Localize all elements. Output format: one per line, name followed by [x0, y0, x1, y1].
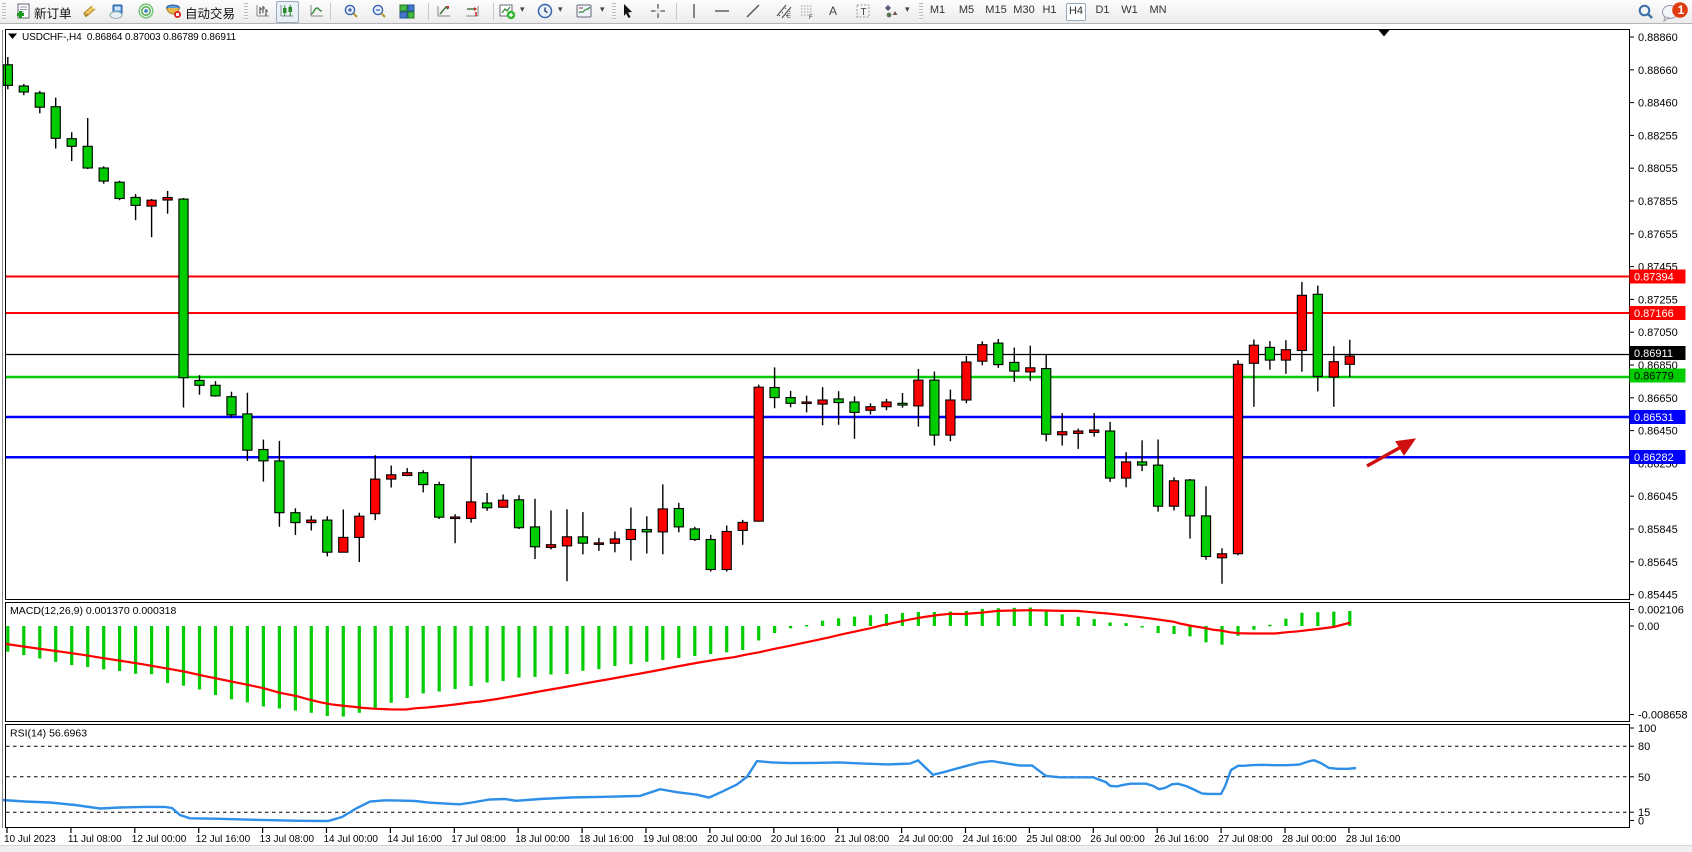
- svg-text:0.88460: 0.88460: [1638, 98, 1678, 110]
- svg-text:0.86911: 0.86911: [1634, 348, 1673, 360]
- svg-text:MACD(12,26,9) 0.001370 0.00031: MACD(12,26,9) 0.001370 0.000318: [10, 605, 177, 617]
- svg-text:18 Jul 00:00: 18 Jul 00:00: [515, 834, 570, 845]
- svg-text:0.87166: 0.87166: [1634, 308, 1674, 320]
- svg-text:0.86045: 0.86045: [1638, 491, 1678, 503]
- svg-text:80: 80: [1638, 741, 1650, 753]
- svg-text:28 Jul 16:00: 28 Jul 16:00: [1346, 834, 1401, 845]
- svg-text:50: 50: [1638, 772, 1650, 784]
- svg-text:-0.008658: -0.008658: [1638, 710, 1688, 722]
- svg-text:0.87050: 0.87050: [1638, 327, 1678, 339]
- svg-text:0.87855: 0.87855: [1638, 196, 1678, 208]
- svg-text:T: T: [861, 7, 867, 18]
- svg-text:18 Jul 16:00: 18 Jul 16:00: [579, 834, 634, 845]
- svg-text:28 Jul 00:00: 28 Jul 00:00: [1282, 834, 1337, 845]
- svg-text:0.00: 0.00: [1638, 621, 1659, 633]
- svg-text:0.87655: 0.87655: [1638, 229, 1678, 241]
- svg-text:0.86450: 0.86450: [1638, 426, 1678, 438]
- svg-text:0.88660: 0.88660: [1638, 65, 1678, 77]
- svg-text:21 Jul 08:00: 21 Jul 08:00: [835, 834, 890, 845]
- svg-text:24 Jul 00:00: 24 Jul 00:00: [899, 834, 954, 845]
- svg-text:0.86650: 0.86650: [1638, 393, 1678, 405]
- svg-text:USDCHF-,H4 0.86864 0.87003 0.: USDCHF-,H4 0.86864 0.87003 0.86789 0.869…: [22, 32, 237, 43]
- svg-text:11 Jul 08:00: 11 Jul 08:00: [68, 834, 122, 845]
- svg-text:0.87255: 0.87255: [1638, 294, 1678, 306]
- svg-text:0.86282: 0.86282: [1634, 452, 1674, 464]
- svg-text:20 Jul 00:00: 20 Jul 00:00: [707, 834, 762, 845]
- svg-text:10 Jul 2023: 10 Jul 2023: [4, 834, 56, 845]
- svg-text:F: F: [809, 15, 813, 20]
- svg-text:0.88255: 0.88255: [1638, 130, 1678, 142]
- svg-text:25 Jul 08:00: 25 Jul 08:00: [1026, 834, 1081, 845]
- svg-text:12 Jul 00:00: 12 Jul 00:00: [132, 834, 187, 845]
- svg-text:17 Jul 08:00: 17 Jul 08:00: [451, 834, 506, 845]
- svg-text:0.88055: 0.88055: [1638, 163, 1678, 175]
- svg-text:26 Jul 16:00: 26 Jul 16:00: [1154, 834, 1209, 845]
- svg-text:0.85845: 0.85845: [1638, 524, 1678, 536]
- svg-text:1: 1: [1678, 3, 1685, 17]
- svg-text:RSI(14) 56.6963: RSI(14) 56.6963: [10, 728, 87, 740]
- svg-text:0.88860: 0.88860: [1638, 32, 1678, 44]
- svg-text:0.86779: 0.86779: [1634, 371, 1674, 383]
- svg-text:19 Jul 08:00: 19 Jul 08:00: [643, 834, 698, 845]
- svg-text:12 Jul 16:00: 12 Jul 16:00: [196, 834, 251, 845]
- svg-text:0.002106: 0.002106: [1638, 605, 1684, 617]
- svg-text:13 Jul 08:00: 13 Jul 08:00: [260, 834, 315, 845]
- svg-text:E: E: [787, 14, 791, 20]
- svg-text:26 Jul 00:00: 26 Jul 00:00: [1090, 834, 1145, 845]
- svg-text:0.86531: 0.86531: [1634, 412, 1674, 424]
- svg-text:0: 0: [1638, 816, 1644, 828]
- svg-text:0.85645: 0.85645: [1638, 557, 1678, 569]
- svg-text:14 Jul 16:00: 14 Jul 16:00: [387, 834, 442, 845]
- svg-text:15: 15: [1638, 807, 1650, 819]
- svg-text:27 Jul 08:00: 27 Jul 08:00: [1218, 834, 1273, 845]
- svg-text:0.85445: 0.85445: [1638, 590, 1678, 602]
- svg-text:100: 100: [1638, 723, 1656, 735]
- svg-text:0.87394: 0.87394: [1634, 272, 1674, 284]
- svg-text:20 Jul 16:00: 20 Jul 16:00: [771, 834, 826, 845]
- svg-text:24 Jul 16:00: 24 Jul 16:00: [963, 834, 1018, 845]
- svg-text:14 Jul 00:00: 14 Jul 00:00: [324, 834, 379, 845]
